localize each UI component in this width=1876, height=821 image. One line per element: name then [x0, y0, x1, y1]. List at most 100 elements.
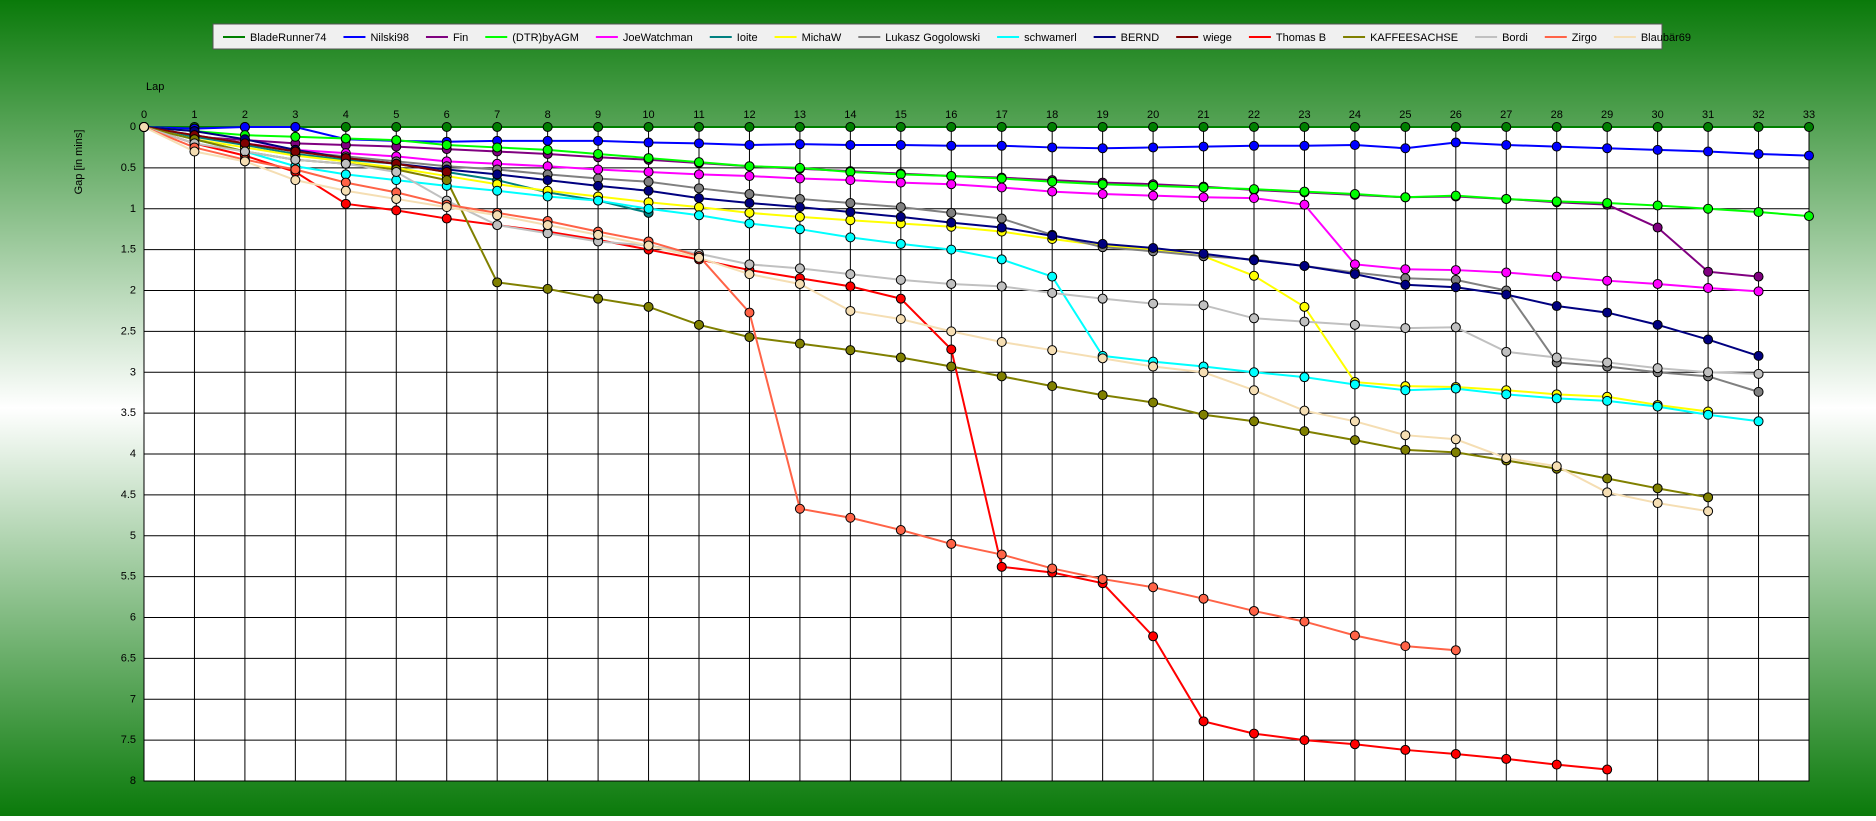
legend-label: Lukasz Gogolowski — [885, 32, 980, 44]
x-tick-label: 12 — [743, 109, 755, 121]
data-point — [1450, 122, 1461, 132]
data-point — [1047, 563, 1058, 574]
data-point — [391, 122, 402, 132]
data-point — [1349, 269, 1360, 280]
data-point — [845, 215, 856, 226]
data-point — [1349, 416, 1360, 427]
data-point — [1450, 645, 1461, 656]
data-point — [1148, 298, 1159, 309]
data-point — [1652, 144, 1663, 155]
y-tick-label: 6.5 — [121, 652, 136, 664]
data-point — [946, 171, 957, 182]
legend-label: JoeWatchman — [623, 32, 693, 44]
data-point — [996, 182, 1007, 193]
data-point — [391, 205, 402, 216]
legend-box — [212, 23, 1663, 50]
data-point — [1400, 641, 1411, 652]
data-point — [1450, 137, 1461, 148]
data-point — [794, 503, 805, 514]
data-point — [1551, 759, 1562, 770]
data-point — [542, 144, 553, 155]
data-point — [1249, 140, 1259, 151]
data-point — [1703, 283, 1714, 294]
data-point — [1753, 271, 1764, 282]
data-point — [794, 173, 805, 184]
data-point — [895, 211, 906, 222]
data-point — [946, 538, 957, 549]
legend-label: Blaubär69 — [1641, 32, 1691, 44]
y-tick-label: 0.5 — [121, 162, 136, 174]
data-point — [845, 269, 856, 280]
data-point — [1249, 367, 1259, 378]
data-point — [340, 177, 351, 188]
data-point — [1097, 574, 1108, 585]
data-point — [643, 176, 654, 187]
data-point — [1551, 122, 1562, 132]
data-point — [794, 278, 805, 289]
data-point — [391, 166, 402, 177]
data-point — [996, 222, 1007, 233]
data-point — [1400, 122, 1411, 132]
data-point — [794, 202, 805, 213]
legend-label: BladeRunner74 — [250, 32, 326, 44]
data-point — [643, 301, 654, 312]
data-point — [391, 135, 402, 146]
data-point — [1047, 381, 1058, 392]
data-point — [1501, 753, 1512, 764]
data-point — [1400, 430, 1411, 441]
data-point — [1400, 444, 1411, 455]
data-point — [1400, 143, 1411, 154]
data-point — [1097, 179, 1108, 190]
data-point — [290, 164, 301, 175]
data-point — [1097, 293, 1108, 304]
y-tick-label: 3 — [130, 366, 136, 378]
data-point — [1501, 289, 1512, 300]
x-tick-label: 22 — [1248, 109, 1260, 121]
data-point — [1097, 390, 1108, 401]
data-point — [542, 228, 553, 239]
data-point — [1703, 146, 1714, 157]
data-point — [1450, 383, 1461, 394]
data-point — [1703, 266, 1714, 277]
data-point — [946, 344, 957, 355]
legend-label: wiege — [1202, 32, 1232, 44]
data-point — [1047, 122, 1058, 132]
data-point — [946, 326, 957, 337]
x-tick-label: 3 — [292, 109, 298, 121]
series-line — [143, 126, 1810, 218]
data-point — [895, 314, 906, 325]
legend-label: BERND — [1121, 32, 1160, 44]
data-point — [895, 352, 906, 363]
data-point — [694, 210, 704, 221]
data-point — [1703, 492, 1714, 503]
grid: 0 1 2 3 4 5 6 7 8 9 10 11 12 13 14 15 16 17 18 19 20 21 22 23 24… — [121, 109, 1815, 787]
data-point — [895, 139, 906, 150]
series-lines — [139, 122, 1814, 775]
data-point — [1753, 122, 1764, 132]
data-point — [845, 232, 856, 243]
data-point — [1148, 242, 1159, 253]
data-point — [593, 180, 604, 191]
y-tick-label: 2 — [130, 285, 136, 297]
legend-label: MichaW — [802, 32, 842, 44]
data-point — [593, 195, 604, 206]
data-point — [794, 211, 805, 222]
data-point — [946, 140, 957, 151]
legend-label: Thomas B — [1276, 32, 1326, 44]
data-point — [1349, 319, 1360, 330]
series-line — [143, 126, 1608, 771]
data-point — [643, 185, 654, 196]
data-point — [1148, 397, 1159, 408]
data-point — [1652, 122, 1663, 132]
y-axis-title: Gap [in mins] — [73, 130, 85, 195]
data-point — [1703, 506, 1714, 517]
y-tick-label: 4 — [130, 448, 136, 460]
data-point — [895, 169, 906, 180]
data-point — [1602, 275, 1613, 286]
data-point — [1501, 346, 1512, 357]
data-point — [1198, 593, 1209, 604]
data-point — [895, 274, 906, 285]
data-point — [895, 202, 906, 213]
data-point — [996, 337, 1007, 348]
data-point — [1652, 401, 1663, 412]
